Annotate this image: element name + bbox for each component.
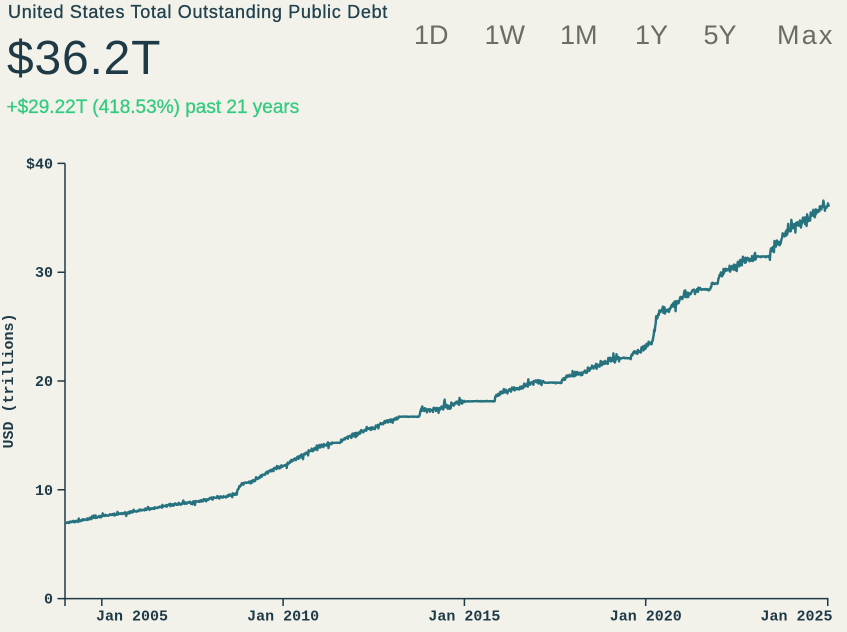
svg-text:30: 30: [35, 265, 53, 282]
svg-text:20: 20: [35, 374, 53, 391]
svg-text:0: 0: [44, 592, 53, 609]
svg-text:USD (trillions): USD (trillions): [1, 313, 18, 448]
svg-text:Jan 2005: Jan 2005: [96, 609, 168, 626]
svg-text:Jan 2015: Jan 2015: [428, 609, 500, 626]
svg-text:10: 10: [35, 483, 53, 500]
svg-text:Jan 2025: Jan 2025: [760, 609, 832, 626]
svg-text:Jan 2010: Jan 2010: [247, 609, 319, 626]
svg-text:Jan 2020: Jan 2020: [610, 609, 682, 626]
svg-text:$40: $40: [26, 156, 53, 173]
